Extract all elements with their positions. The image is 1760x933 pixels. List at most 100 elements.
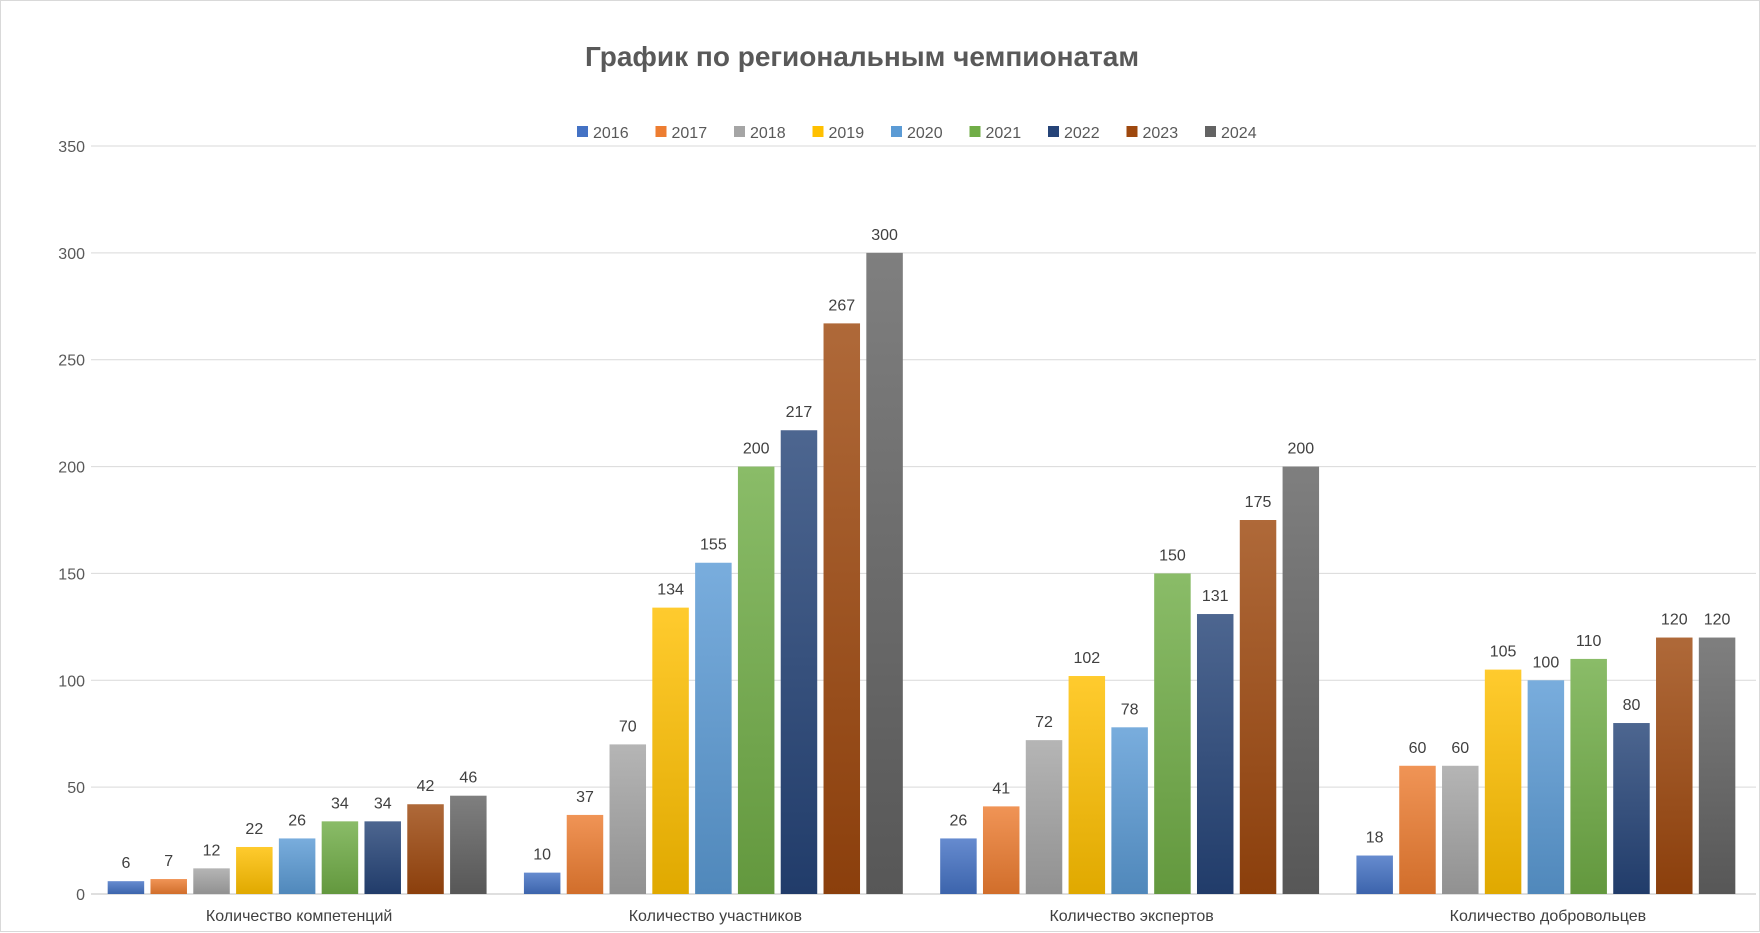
bar-2020-2: [695, 562, 732, 894]
legend-label: 2023: [1143, 125, 1179, 142]
data-label: 18: [1366, 830, 1384, 847]
x-category-label: Количество экспертов: [1049, 908, 1213, 925]
data-label: 7: [164, 853, 173, 870]
legend-swatch: [969, 126, 981, 137]
data-label: 267: [828, 297, 855, 314]
bar-2020-3: [1111, 727, 1148, 894]
legend-label: 2016: [593, 125, 629, 142]
legend-label: 2017: [672, 125, 708, 142]
bars: [107, 252, 1736, 895]
data-label: 37: [576, 789, 594, 806]
bar-2016-3: [940, 838, 977, 894]
data-label: 217: [786, 404, 813, 421]
data-label: 10: [533, 847, 551, 864]
data-label: 300: [871, 227, 898, 244]
data-label: 100: [1533, 654, 1560, 671]
bar-2024-1: [450, 795, 487, 894]
y-tick-label: 50: [67, 780, 85, 797]
bar-2024-3: [1282, 466, 1320, 894]
bar-2024-2: [866, 252, 903, 894]
data-label: 134: [657, 582, 684, 599]
data-label: 22: [245, 821, 263, 838]
data-label: 110: [1576, 633, 1602, 650]
bar-2019-4: [1484, 669, 1522, 894]
bar-2023-1: [407, 804, 444, 894]
data-label: 200: [1287, 441, 1314, 458]
y-tick-label: 300: [58, 246, 85, 263]
data-label: 41: [992, 780, 1010, 797]
data-label: 102: [1073, 650, 1100, 667]
chart-title: График по региональным чемпионатам: [584, 41, 1140, 72]
y-tick-label: 0: [76, 887, 85, 904]
bar-2022-3: [1196, 614, 1234, 894]
data-label: 78: [1121, 701, 1139, 718]
x-category-label: Количество добровольцев: [1450, 908, 1646, 925]
data-label: 131: [1202, 588, 1229, 605]
data-labels: 6 7 12 22 26 34 34 42 46 10 37 70 134 155 200 217 267 300…: [121, 227, 1730, 872]
data-label: 120: [1661, 612, 1688, 629]
bar-2017-4: [1399, 765, 1436, 894]
bar-2016-2: [523, 872, 561, 894]
y-tick-label: 150: [58, 566, 85, 583]
x-category-label: Количество участников: [629, 908, 802, 925]
legend-swatch: [655, 126, 667, 137]
data-label: 60: [1409, 740, 1427, 757]
bar-2016-4: [1356, 855, 1393, 894]
bar-2019-3: [1068, 676, 1106, 894]
bar-2021-2: [737, 466, 775, 894]
legend-swatch: [1048, 126, 1059, 137]
legend-swatch: [1205, 126, 1216, 137]
bar-2022-4: [1613, 723, 1650, 894]
data-label: 105: [1490, 644, 1517, 661]
bar-2020-1: [278, 838, 316, 894]
bar-2022-1: [364, 821, 401, 894]
legend-swatch: [812, 126, 824, 137]
bar-2020-4: [1527, 680, 1565, 894]
legend-label: 2021: [986, 125, 1022, 142]
bar-2016-1: [107, 881, 145, 894]
data-label: 70: [619, 718, 637, 735]
y-tick-label: 200: [58, 460, 85, 477]
bar-2019-2: [652, 607, 689, 894]
legend-label: 2018: [750, 125, 786, 142]
data-label: 26: [950, 812, 968, 829]
bar-2018-4: [1442, 765, 1479, 894]
bar-2018-1: [193, 868, 230, 894]
bar-2021-4: [1570, 658, 1607, 894]
bar-2018-2: [609, 744, 647, 894]
legend-swatch: [891, 126, 902, 137]
data-label: 72: [1035, 714, 1053, 731]
data-label: 26: [288, 812, 306, 829]
y-axis-ticks: 0 50 100 150 200 250 300 350: [58, 139, 85, 904]
data-label: 175: [1245, 494, 1272, 511]
x-axis-categories: Количество компетенций Количество участни…: [206, 908, 1646, 925]
legend-label: 2019: [829, 125, 865, 142]
data-label: 150: [1159, 547, 1186, 564]
y-tick-label: 100: [58, 673, 85, 690]
bar-2018-3: [1025, 740, 1063, 894]
bar-2024-4: [1698, 637, 1736, 894]
bar-2022-2: [780, 430, 818, 894]
data-label: 200: [743, 441, 770, 458]
legend-swatch: [734, 126, 745, 137]
data-label: 34: [331, 795, 349, 812]
bar-2019-1: [236, 846, 273, 894]
x-category-label: Количество компетенций: [206, 908, 392, 925]
data-label: 34: [374, 795, 392, 812]
legend-label: 2024: [1221, 125, 1257, 142]
bar-2023-4: [1656, 637, 1693, 894]
legend-swatch: [1126, 126, 1138, 137]
legend-label: 2022: [1064, 125, 1100, 142]
data-label: 12: [203, 842, 221, 859]
legend-swatch: [577, 126, 588, 137]
bar-2017-1: [150, 879, 187, 894]
legend-label: 2020: [907, 125, 943, 142]
data-label: 80: [1623, 697, 1641, 714]
y-tick-label: 350: [58, 139, 85, 156]
bar-2021-3: [1154, 573, 1191, 894]
data-label: 60: [1451, 740, 1469, 757]
data-label: 46: [459, 770, 477, 787]
legend: 2016 2017 2018 2019 2020 2021 2022 2023 2024: [577, 125, 1257, 142]
